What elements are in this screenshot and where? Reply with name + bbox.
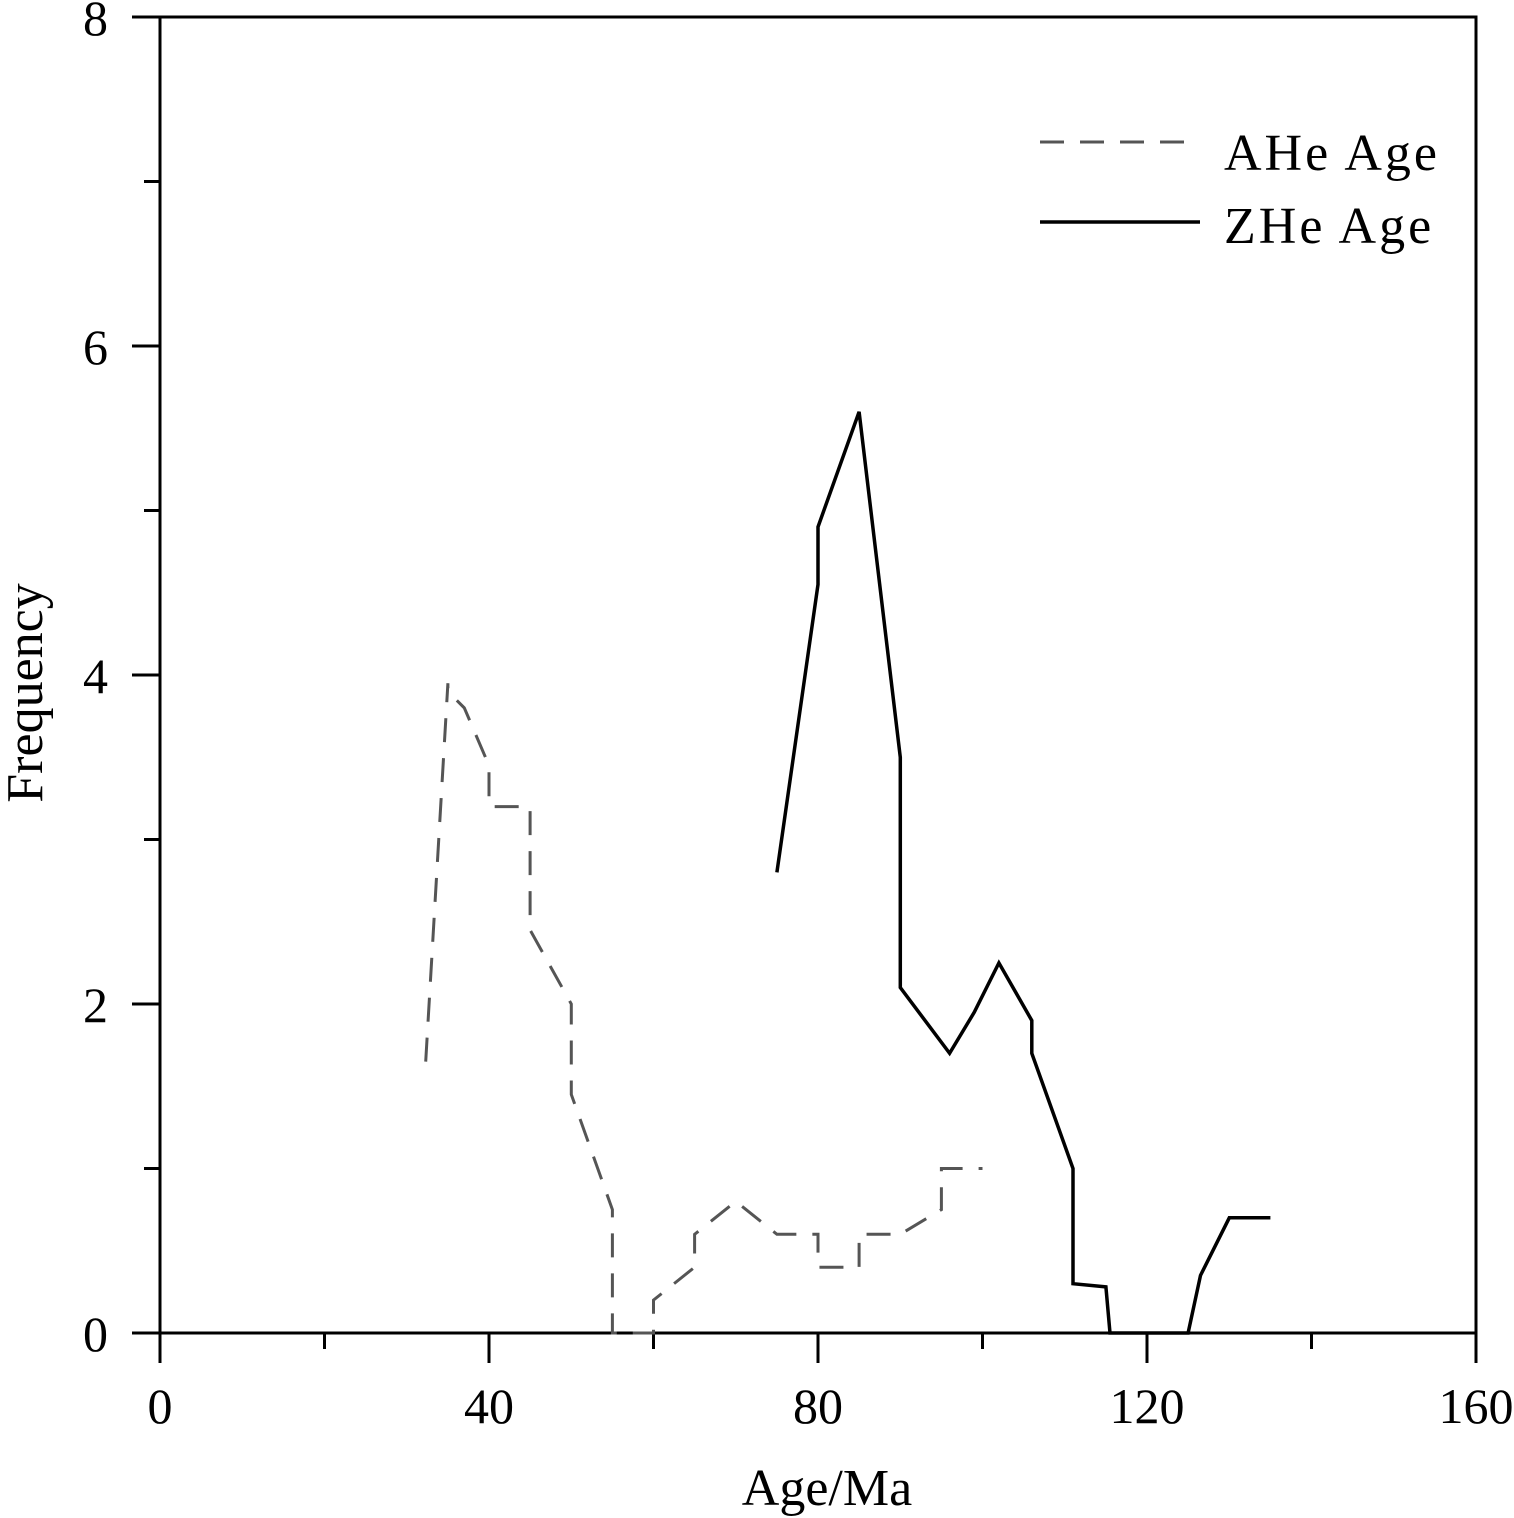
legend-label-zhe: ZHe Age [1224, 198, 1434, 255]
y-tick-label: 8 [83, 0, 108, 46]
y-tick-label: 0 [83, 1306, 108, 1362]
y-tick-label: 6 [83, 319, 108, 375]
series-line-ahe [424, 683, 983, 1335]
series-line-zhe [775, 411, 1271, 1335]
x-tick-label: 0 [148, 1378, 173, 1434]
y-axis-ticks: 0 2 4 6 8 [83, 0, 160, 1362]
y-tick-label: 2 [83, 977, 108, 1033]
legend: AHe Age ZHe Age [1040, 125, 1440, 255]
x-axis-ticks: 0 40 80 120 160 [148, 1333, 1514, 1434]
x-tick-label: 120 [1110, 1378, 1185, 1434]
x-axis-title: Age/Ma [742, 1460, 912, 1517]
legend-label-ahe: AHe Age [1224, 125, 1440, 182]
y-axis-title: Frequency [0, 583, 54, 802]
x-tick-label: 80 [793, 1378, 843, 1434]
x-tick-label: 40 [464, 1378, 514, 1434]
y-tick-label: 4 [83, 648, 108, 704]
x-tick-label: 160 [1439, 1378, 1514, 1434]
series-layer [424, 411, 1271, 1335]
